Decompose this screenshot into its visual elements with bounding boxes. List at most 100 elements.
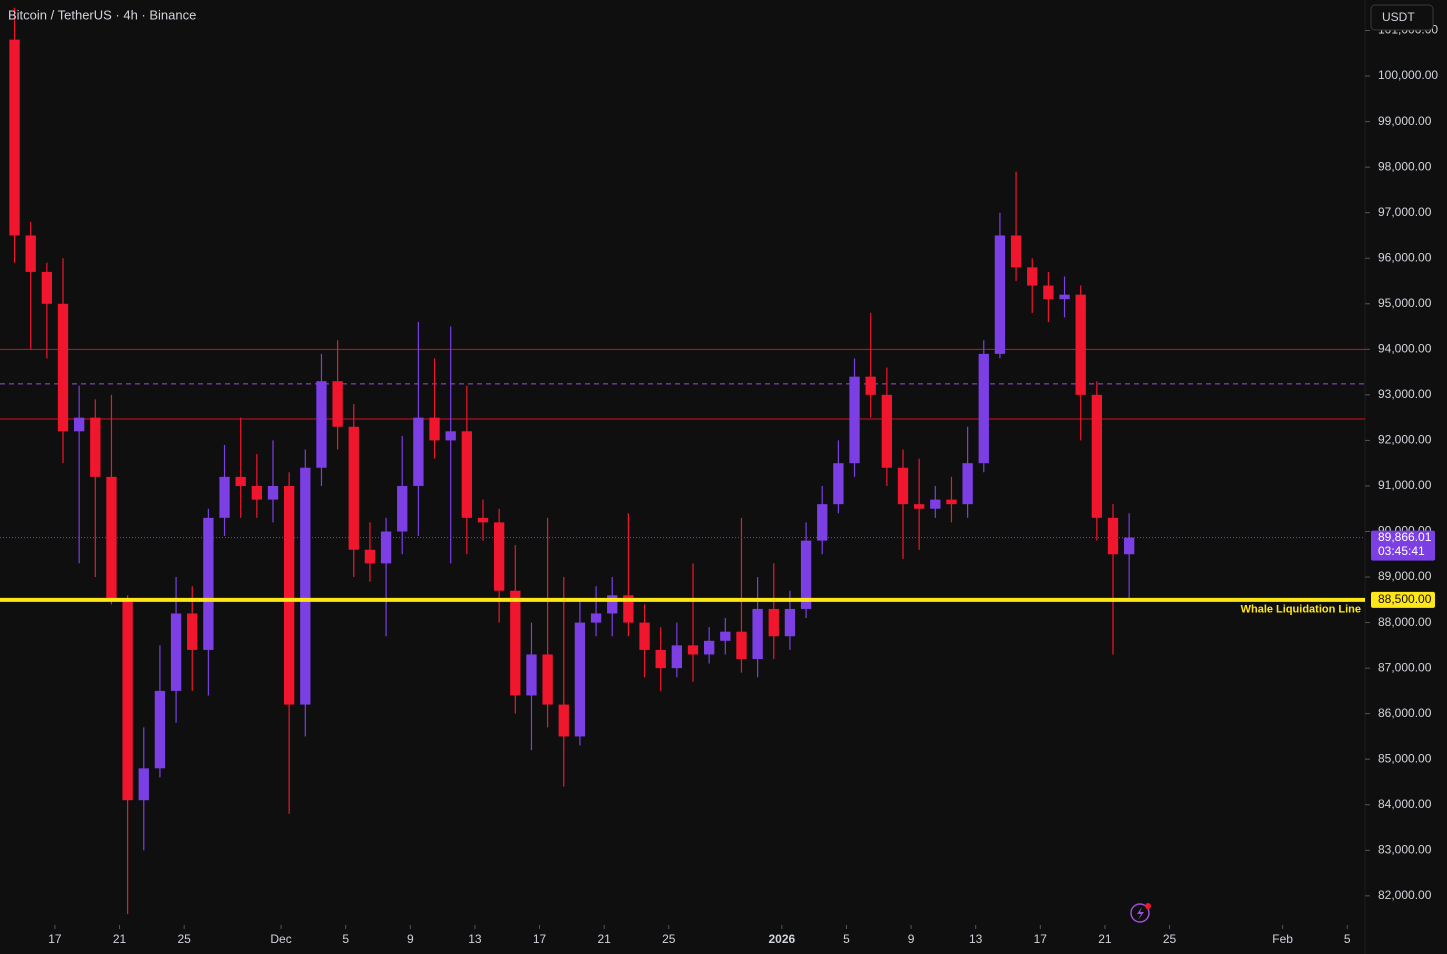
y-tick-label: 99,000.00 xyxy=(1378,114,1432,128)
candle-body xyxy=(930,499,941,509)
last-price-label: 89,866.01 xyxy=(1378,530,1432,544)
alert-dot xyxy=(1145,903,1151,909)
candle-body xyxy=(574,622,586,737)
candle-body xyxy=(590,613,602,623)
y-tick-label: 98,000.00 xyxy=(1378,159,1432,173)
candle-body xyxy=(57,303,69,432)
y-tick-label: 88,000.00 xyxy=(1378,615,1432,629)
candle-body xyxy=(106,476,117,600)
candle-body xyxy=(671,645,683,669)
candle-body xyxy=(73,417,85,432)
candle-body xyxy=(413,417,424,486)
x-tick-label: 5 xyxy=(843,932,850,946)
candle-body xyxy=(849,376,860,464)
x-tick-label: Feb xyxy=(1272,932,1293,946)
y-tick-label: 92,000.00 xyxy=(1378,433,1432,447)
candle-body xyxy=(477,517,489,523)
candle-body xyxy=(138,768,149,801)
candle-body xyxy=(768,608,779,637)
whale-price-label: 88,500.00 xyxy=(1378,592,1432,606)
whale-annotation: Whale Liquidation Line xyxy=(1241,604,1361,616)
y-tick-label: 93,000.00 xyxy=(1378,387,1432,401)
candle-body xyxy=(1075,294,1086,395)
x-tick-label: 9 xyxy=(908,932,915,946)
candle-body xyxy=(380,531,392,564)
y-tick-label: 85,000.00 xyxy=(1378,751,1432,765)
candle-body xyxy=(25,235,36,272)
candle-body xyxy=(881,394,893,468)
x-tick-label: 25 xyxy=(662,932,676,946)
candle-body xyxy=(219,476,230,518)
candle-body xyxy=(316,381,327,468)
candle-body xyxy=(445,431,456,441)
candle-body xyxy=(817,504,828,541)
y-tick-label: 100,000.00 xyxy=(1378,68,1438,82)
candle-body xyxy=(687,645,699,655)
candle-body xyxy=(623,595,634,623)
candle-body xyxy=(784,608,796,637)
y-tick-label: 83,000.00 xyxy=(1378,842,1432,856)
candle-body xyxy=(1043,285,1054,300)
y-tick-label: 82,000.00 xyxy=(1378,888,1432,902)
candle-body xyxy=(736,631,747,660)
candle-body xyxy=(913,504,925,509)
last-price-box xyxy=(1371,530,1435,561)
y-tick-label: 96,000.00 xyxy=(1378,250,1432,264)
y-tick-label: 86,000.00 xyxy=(1378,706,1432,720)
currency-button[interactable] xyxy=(1370,4,1434,31)
candle-body xyxy=(946,499,957,505)
x-tick-label: 13 xyxy=(969,932,983,946)
candle-body xyxy=(1027,267,1038,286)
candle-body xyxy=(122,599,133,801)
countdown-label: 03:45:41 xyxy=(1378,544,1425,558)
candle-body xyxy=(1010,235,1022,268)
currency-label[interactable]: USDT xyxy=(1382,10,1415,24)
candle-body xyxy=(300,467,311,705)
y-tick-label: 95,000.00 xyxy=(1378,296,1432,310)
candle-body xyxy=(461,431,473,518)
candle-body xyxy=(1107,517,1119,555)
candle-body xyxy=(510,590,521,696)
candle-body xyxy=(267,485,279,500)
candle-body xyxy=(170,613,182,691)
x-tick-label: 21 xyxy=(597,932,611,946)
y-tick-label: 94,000.00 xyxy=(1378,341,1432,355)
x-tick-label: 25 xyxy=(177,932,191,946)
candle-body xyxy=(703,640,715,655)
candle-body xyxy=(1091,394,1103,518)
candle-body xyxy=(639,622,650,650)
candle-body xyxy=(752,608,763,660)
candle-body xyxy=(41,271,53,304)
candle-body xyxy=(558,704,569,737)
candle-body xyxy=(607,595,618,614)
x-tick-label: 5 xyxy=(1344,932,1351,946)
candle-body xyxy=(203,517,214,650)
y-tick-label: 84,000.00 xyxy=(1378,797,1432,811)
chart-title: Bitcoin / TetherUS · 4h · Binance xyxy=(8,7,196,22)
y-tick-label: 91,000.00 xyxy=(1378,478,1432,492)
x-tick-label: 13 xyxy=(468,932,482,946)
x-tick-label: 17 xyxy=(1034,932,1048,946)
x-tick-label: 17 xyxy=(533,932,547,946)
candle-body xyxy=(154,690,166,769)
alert-bolt xyxy=(1137,907,1144,920)
candle-body xyxy=(1123,537,1135,555)
candle-body xyxy=(187,613,198,650)
candle-body xyxy=(865,376,876,395)
x-tick-label: Dec xyxy=(270,932,291,946)
candle-body xyxy=(655,649,666,669)
alert-icon[interactable] xyxy=(1130,903,1150,923)
x-tick-label: 17 xyxy=(48,932,62,946)
candle-body xyxy=(833,463,844,505)
x-tick-label: 21 xyxy=(113,932,127,946)
x-tick-label: 21 xyxy=(1098,932,1112,946)
candle-body xyxy=(348,426,359,550)
candle-body xyxy=(526,654,537,696)
y-tick-label: 97,000.00 xyxy=(1378,205,1432,219)
candle-body xyxy=(90,417,101,477)
whale-price-box xyxy=(1371,591,1435,608)
